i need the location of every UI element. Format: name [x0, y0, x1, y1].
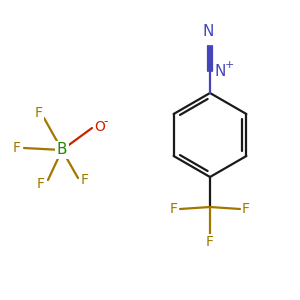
Text: F: F	[242, 202, 250, 216]
Text: B: B	[57, 142, 67, 158]
Text: -: -	[103, 116, 107, 128]
Text: N: N	[215, 64, 226, 79]
Text: F: F	[206, 235, 214, 249]
Text: F: F	[35, 106, 43, 120]
Text: +: +	[225, 60, 234, 70]
Text: F: F	[13, 141, 21, 155]
Text: O: O	[94, 120, 105, 134]
Text: F: F	[81, 173, 89, 187]
Text: F: F	[170, 202, 178, 216]
Text: N: N	[202, 24, 214, 39]
Text: F: F	[37, 177, 45, 191]
